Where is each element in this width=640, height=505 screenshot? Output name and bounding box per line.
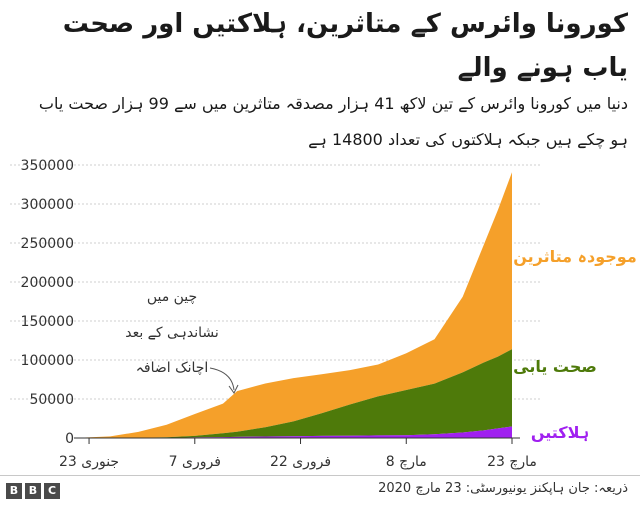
bbc-logo-letter: B — [25, 483, 41, 499]
source-note: ذریعہ: جان ہاپکنز یونیورسٹی: 23 مارچ 202… — [378, 481, 628, 496]
x-tick-label: 22 فروری — [270, 454, 331, 470]
y-tick-label: 0 — [65, 431, 74, 447]
bbc-logo: B B C — [6, 483, 60, 499]
annotation-arrowhead — [228, 384, 239, 394]
x-tick-label: 23 مارچ — [487, 454, 537, 470]
chart-subtitle: دنیا میں کورونا وائرس کے تین لاکھ 41 ہزا… — [38, 94, 628, 149]
area-active — [82, 172, 512, 438]
y-tick-label: 250000 — [21, 236, 74, 252]
x-tick-label: 8 مارچ — [386, 454, 427, 470]
annotation-arrow — [209, 367, 235, 391]
area-deaths — [82, 426, 512, 438]
annotation-text: چین میں — [147, 289, 197, 305]
series-label: موجودہ متاثرین — [513, 247, 636, 266]
bbc-logo-letter: C — [44, 483, 60, 499]
y-tick-label: 300000 — [21, 197, 74, 213]
annotation-text: اچانک اضافہ — [136, 360, 209, 376]
area-recovered — [82, 349, 512, 438]
x-tick-label: 23 جنوری — [59, 454, 119, 470]
y-tick-label: 350000 — [21, 158, 74, 174]
bbc-logo-letter: B — [6, 483, 22, 499]
footer-divider — [0, 475, 640, 476]
y-tick-label: 200000 — [21, 275, 74, 291]
y-tick-label: 50000 — [29, 392, 74, 408]
chart-title: کورونا وائرس کے متاثرین، ہلاکتیں اور صحت… — [62, 9, 628, 83]
y-tick-label: 100000 — [21, 353, 74, 369]
annotation-text: نشاندہی کے بعد — [125, 325, 219, 341]
x-tick-label: 7 فروری — [169, 454, 221, 470]
series-label: ہلاکتیں — [531, 423, 589, 442]
series-label: صحت یابی — [513, 357, 597, 376]
y-tick-label: 150000 — [21, 314, 74, 330]
